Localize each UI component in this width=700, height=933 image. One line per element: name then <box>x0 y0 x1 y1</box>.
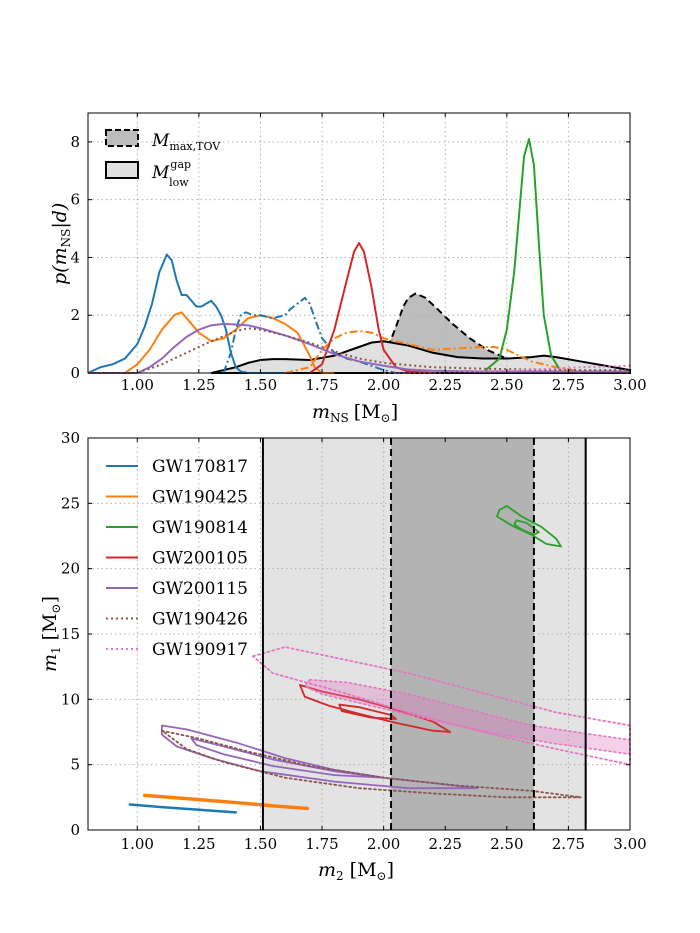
legend-swatch-mlow <box>105 161 139 179</box>
top-x-tick-label: 2.25 <box>429 376 462 394</box>
bottom-x-tick-label: 2.00 <box>367 835 400 853</box>
legend-label-mmax: Mmax,TOV <box>151 131 221 153</box>
top-x-tick-label: 1.50 <box>244 376 277 394</box>
contour-gw190814-inner <box>513 519 540 536</box>
bottom-y-tick-label: 15 <box>61 625 80 643</box>
top-series-line-1 <box>88 311 335 374</box>
top-y-tick-label: 0 <box>70 364 80 382</box>
legend-label-gw190814: GW190814 <box>152 518 248 538</box>
top-x-tick-label: 2.75 <box>552 376 585 394</box>
contour-gw190814-outer <box>496 505 562 548</box>
bottom-y-axis-label: m1[M⊙] <box>39 596 63 672</box>
legend-label-gw200105: GW200105 <box>152 549 248 569</box>
legend-label-gw190425: GW190425 <box>152 488 248 508</box>
contour-gw170817 <box>128 803 238 814</box>
top-x-tick-label: 2.50 <box>490 376 523 394</box>
contour-gw200105-outer <box>298 684 452 733</box>
legend-label-gw170817: GW170817 <box>152 457 248 477</box>
legend-label-gw190426: GW190426 <box>152 610 248 630</box>
top-axes-frame <box>87 112 631 374</box>
bottom-y-tick-label: 10 <box>61 690 80 708</box>
bottom-x-tick-label: 1.75 <box>305 835 338 853</box>
top-x-tick-label: 1.25 <box>182 376 215 394</box>
top-series-line-0 <box>87 253 286 374</box>
bottom-y-tick-label: 25 <box>61 494 80 512</box>
bottom-y-tick-label: 30 <box>61 429 80 447</box>
top-x-tick-label: 1.75 <box>305 376 338 394</box>
bottom-x-tick-label: 1.50 <box>244 835 277 853</box>
bottom-axes-frame <box>87 437 631 831</box>
top-x-tick-label: 2.00 <box>367 376 400 394</box>
bottom-x-tick-label: 1.25 <box>182 835 215 853</box>
bottom-x-axis-label: m2 [M⊙] <box>318 859 394 883</box>
contour-gw200115-inner <box>190 737 385 779</box>
top-y-tick-label: 6 <box>70 191 80 209</box>
bottom-y-tick-label: 20 <box>61 560 80 578</box>
contour-gw190425 <box>142 793 310 811</box>
legend-label-mlow: Mgap low <box>151 158 191 189</box>
top-y-tick-label: 4 <box>70 248 80 266</box>
legend-label-gw200115: GW200115 <box>152 579 248 599</box>
legend-swatch-mmax <box>105 129 139 147</box>
contour-gw190426 <box>161 729 582 799</box>
bottom-x-tick-label: 2.50 <box>490 835 523 853</box>
top-series-line-5 <box>481 138 581 374</box>
legend-label-gw190917: GW190917 <box>152 640 248 660</box>
top-series-line-3 <box>284 330 631 374</box>
bottom-y-tick-label: 5 <box>70 756 80 774</box>
bottom-panel-mass-plot: 1.00 1.25 1.50 1.75 2.00 2.25 2.50 2.75 3.00 0 5 1… <box>39 429 647 883</box>
top-series-line-2 <box>222 296 409 374</box>
bottom-x-tick-label: 3.00 <box>613 835 646 853</box>
top-y-tick-label: 2 <box>70 306 80 324</box>
shaded-distribution-mlow-gap <box>210 340 631 374</box>
bottom-x-tick-label: 1.00 <box>121 835 154 853</box>
top-y-tick-label: 8 <box>70 133 80 151</box>
top-panel-posterior-plot: 1.00 1.25 1.50 1.75 2.00 2.25 2.50 2.75 3.00 0 2 4… <box>49 112 647 425</box>
top-x-tick-label: 3.00 <box>613 376 646 394</box>
bottom-x-tick-label: 2.25 <box>429 835 462 853</box>
contour-gw200105-inner <box>338 703 397 720</box>
bottom-y-tick-label: 0 <box>70 821 80 839</box>
bottom-legend: GW170817 GW190425 GW190814 GW200105 GW200115… <box>106 457 248 660</box>
top-series-line-7 <box>88 327 630 374</box>
top-x-axis-label: mNS [M⊙] <box>312 401 398 425</box>
top-y-axis-label: p(mNS|d) <box>49 203 73 285</box>
top-series-line-6 <box>88 322 630 374</box>
top-x-tick-label: 1.00 <box>121 376 154 394</box>
top-legend: Mmax,TOV Mgap low <box>105 129 221 189</box>
bottom-x-tick-label: 2.75 <box>552 835 585 853</box>
